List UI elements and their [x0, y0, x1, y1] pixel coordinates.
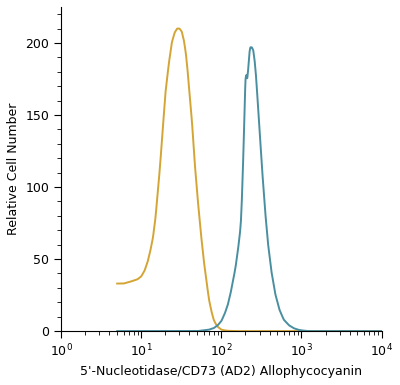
X-axis label: 5'-Nucleotidase/CD73 (AD2) Allophycocyanin: 5'-Nucleotidase/CD73 (AD2) Allophycocyan…	[80, 365, 362, 378]
Y-axis label: Relative Cell Number: Relative Cell Number	[7, 103, 20, 235]
